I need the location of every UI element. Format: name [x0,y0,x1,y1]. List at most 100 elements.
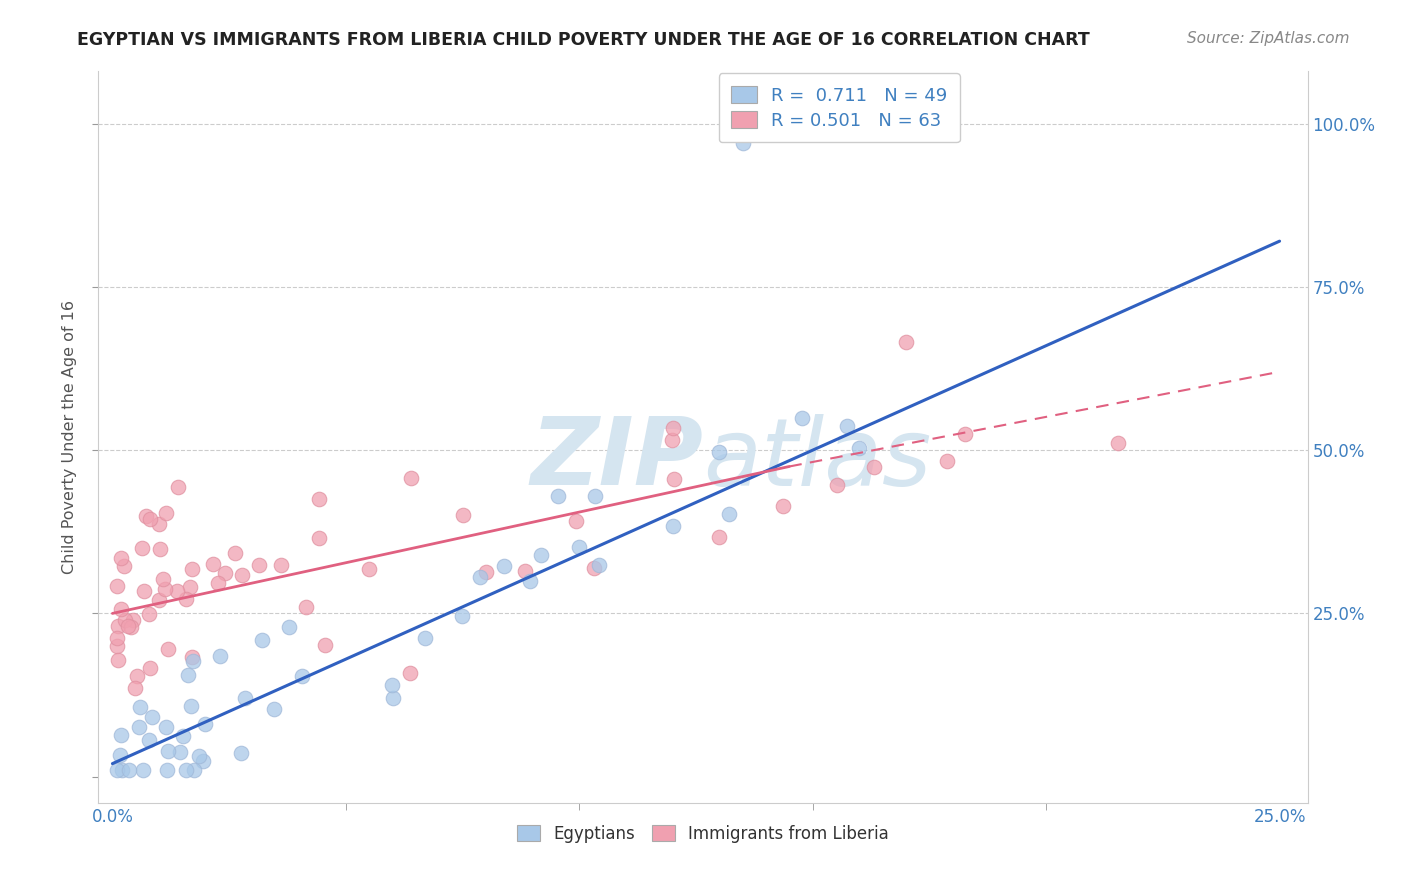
Legend: Egyptians, Immigrants from Liberia: Egyptians, Immigrants from Liberia [510,818,896,849]
Point [308,531,330,545]
Point [399,665,422,680]
Point [118,763,141,777]
Point [125,669,148,683]
Point [233,691,256,706]
Point [231,568,253,582]
Point [155,582,177,596]
Point [308,492,330,507]
Point [149,541,172,556]
Y-axis label: Child Poverty Under the Age of 16: Child Poverty Under the Age of 16 [62,300,77,574]
Point [172,729,194,743]
Point [263,702,285,716]
Point [155,507,177,521]
Point [475,565,498,579]
Point [231,747,253,761]
Point [157,641,180,656]
Point [547,489,569,503]
Point [111,763,134,777]
Point [247,558,270,573]
Point [166,583,188,598]
Point [124,681,146,695]
Point [583,489,606,503]
Point [177,667,200,681]
Point [661,434,683,448]
Point [894,334,917,349]
Point [152,573,174,587]
Point [530,549,553,563]
Point [180,562,202,576]
Point [314,638,336,652]
Point [105,631,128,645]
Point [583,560,606,574]
Point [139,511,162,525]
Point [513,564,536,578]
Point [132,763,155,777]
Point [208,648,231,663]
Point [110,728,132,742]
Point [214,566,236,581]
Point [128,720,150,734]
Point [129,700,152,714]
Point [661,421,683,435]
Text: EGYPTIAN VS IMMIGRANTS FROM LIBERIA CHILD POVERTY UNDER THE AGE OF 16 CORRELATIO: EGYPTIAN VS IMMIGRANTS FROM LIBERIA CHIL… [77,31,1090,49]
Point [191,754,214,768]
Point [224,546,246,560]
Point [105,763,128,777]
Point [835,418,858,433]
Point [717,507,740,521]
Point [825,478,848,492]
Point [453,508,475,522]
Point [114,613,136,627]
Point [468,569,491,583]
Point [187,748,209,763]
Point [399,471,422,485]
Point [180,698,202,713]
Point [112,558,135,573]
Point [105,579,128,593]
Point [141,710,163,724]
Point [138,732,160,747]
Point [565,514,588,528]
Point [519,574,541,588]
Point [207,575,229,590]
Point [105,639,128,653]
Point [107,619,129,633]
Text: ZIP: ZIP [530,413,703,505]
Point [110,602,132,616]
Point [357,562,380,576]
Point [107,653,129,667]
Point [848,441,870,455]
Text: atlas: atlas [703,414,931,505]
Point [138,607,160,621]
Point [270,558,292,573]
Point [953,426,976,441]
Point [201,557,224,571]
Point [413,631,436,645]
Point [772,499,794,513]
Point [169,745,191,759]
Point [110,551,132,566]
Point [1107,436,1129,450]
Point [183,763,205,777]
Point [295,600,318,615]
Point [174,763,197,777]
Point [155,720,177,734]
Point [156,763,179,777]
Point [148,517,170,532]
Point [568,541,591,555]
Point [121,614,143,628]
Point [278,620,301,634]
Point [167,480,190,494]
Point [174,592,197,607]
Point [138,661,160,675]
Point [863,459,886,474]
Point [709,445,731,459]
Point [181,654,204,668]
Point [117,619,139,633]
Point [707,530,730,544]
Point [451,609,474,624]
Point [134,508,156,523]
Point [132,583,155,598]
Point [588,558,610,573]
Point [179,580,201,594]
